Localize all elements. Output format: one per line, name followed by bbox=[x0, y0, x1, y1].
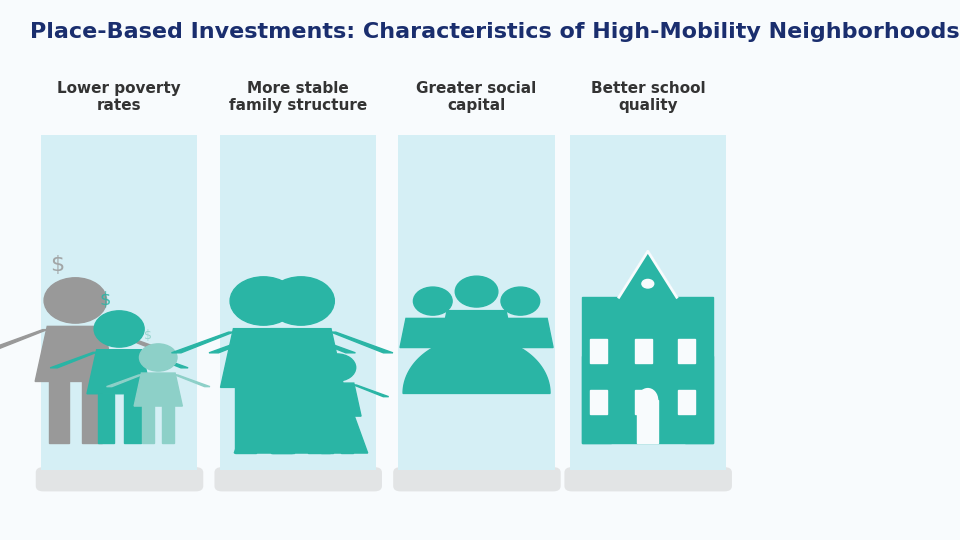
Polygon shape bbox=[209, 332, 271, 353]
Polygon shape bbox=[308, 387, 329, 453]
Polygon shape bbox=[331, 332, 393, 353]
Text: $: $ bbox=[50, 254, 64, 274]
FancyBboxPatch shape bbox=[394, 467, 561, 491]
Polygon shape bbox=[619, 251, 677, 297]
Polygon shape bbox=[582, 355, 611, 443]
Polygon shape bbox=[107, 375, 141, 387]
Polygon shape bbox=[582, 297, 713, 443]
Text: $: $ bbox=[99, 290, 110, 308]
Polygon shape bbox=[142, 352, 188, 368]
FancyBboxPatch shape bbox=[36, 467, 204, 491]
Polygon shape bbox=[273, 387, 294, 453]
Polygon shape bbox=[87, 350, 152, 394]
Polygon shape bbox=[221, 329, 306, 387]
Polygon shape bbox=[590, 339, 607, 363]
Ellipse shape bbox=[637, 388, 659, 413]
Polygon shape bbox=[36, 326, 115, 381]
Circle shape bbox=[230, 277, 297, 325]
Circle shape bbox=[455, 276, 498, 307]
Circle shape bbox=[318, 354, 356, 381]
Polygon shape bbox=[175, 375, 210, 387]
Text: Place-Based Investments: Characteristics of High-Mobility Neighborhoods: Place-Based Investments: Characteristics… bbox=[30, 22, 959, 42]
Polygon shape bbox=[400, 319, 466, 348]
Polygon shape bbox=[0, 329, 47, 349]
Polygon shape bbox=[321, 416, 333, 453]
Polygon shape bbox=[488, 319, 553, 348]
Text: Greater social
capital: Greater social capital bbox=[417, 81, 537, 113]
Polygon shape bbox=[684, 355, 713, 443]
Polygon shape bbox=[354, 385, 389, 397]
Text: Better school
quality: Better school quality bbox=[590, 81, 706, 113]
Polygon shape bbox=[271, 387, 292, 453]
FancyBboxPatch shape bbox=[220, 135, 376, 470]
Polygon shape bbox=[49, 381, 69, 443]
Polygon shape bbox=[142, 406, 155, 443]
Polygon shape bbox=[235, 387, 256, 453]
Text: More stable
family structure: More stable family structure bbox=[228, 81, 367, 113]
Polygon shape bbox=[134, 373, 182, 406]
FancyBboxPatch shape bbox=[41, 135, 198, 470]
Polygon shape bbox=[125, 394, 140, 443]
Polygon shape bbox=[635, 389, 652, 414]
Polygon shape bbox=[162, 406, 175, 443]
Circle shape bbox=[94, 311, 144, 347]
Polygon shape bbox=[637, 400, 659, 443]
FancyBboxPatch shape bbox=[398, 135, 555, 470]
Polygon shape bbox=[635, 339, 652, 363]
Polygon shape bbox=[172, 332, 233, 353]
Polygon shape bbox=[590, 389, 607, 414]
Circle shape bbox=[139, 344, 177, 371]
Circle shape bbox=[414, 287, 452, 315]
Circle shape bbox=[501, 287, 540, 315]
Text: $: $ bbox=[143, 329, 152, 342]
Polygon shape bbox=[50, 352, 97, 368]
Polygon shape bbox=[313, 383, 361, 416]
Polygon shape bbox=[678, 389, 695, 414]
Polygon shape bbox=[341, 416, 353, 453]
Polygon shape bbox=[104, 329, 161, 349]
FancyBboxPatch shape bbox=[569, 135, 726, 470]
Polygon shape bbox=[258, 329, 344, 387]
Polygon shape bbox=[285, 385, 320, 397]
Text: Lower poverty
rates: Lower poverty rates bbox=[58, 81, 181, 113]
Polygon shape bbox=[294, 332, 355, 353]
Polygon shape bbox=[678, 339, 695, 363]
Circle shape bbox=[642, 279, 654, 288]
Circle shape bbox=[268, 277, 334, 325]
Polygon shape bbox=[82, 381, 102, 443]
Circle shape bbox=[44, 278, 107, 323]
Polygon shape bbox=[234, 387, 368, 453]
FancyBboxPatch shape bbox=[214, 467, 382, 491]
Polygon shape bbox=[441, 310, 513, 343]
FancyBboxPatch shape bbox=[564, 467, 732, 491]
Polygon shape bbox=[403, 337, 550, 394]
Polygon shape bbox=[98, 394, 114, 443]
